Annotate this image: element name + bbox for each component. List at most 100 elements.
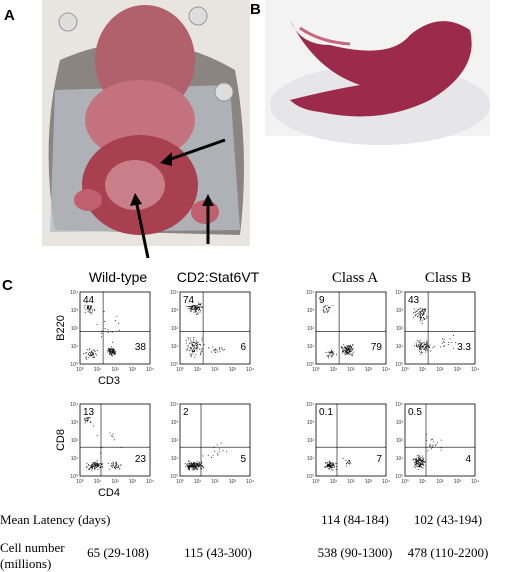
quadrant-bg bbox=[82, 406, 98, 417]
tick-label: 10² bbox=[396, 438, 404, 444]
event-dot bbox=[111, 463, 113, 465]
event-dot bbox=[190, 463, 192, 465]
event-dot bbox=[110, 349, 112, 351]
event-dot bbox=[351, 349, 353, 351]
event-dot bbox=[112, 351, 113, 352]
event-dot bbox=[194, 342, 196, 344]
event-dot bbox=[347, 351, 349, 353]
event-dot bbox=[345, 351, 347, 352]
event-dot bbox=[194, 350, 196, 352]
event-dot bbox=[112, 465, 114, 466]
event-dot bbox=[201, 337, 203, 339]
event-dot bbox=[190, 311, 192, 313]
event-dot bbox=[442, 338, 443, 340]
event-dot bbox=[342, 351, 344, 352]
event-dot bbox=[195, 311, 196, 313]
event-dot bbox=[217, 453, 218, 455]
event-dot bbox=[193, 465, 195, 467]
event-dot bbox=[346, 349, 348, 350]
event-dot bbox=[188, 460, 190, 462]
tick-label: 10³ bbox=[129, 367, 137, 373]
event-dot bbox=[344, 350, 346, 352]
tick-label: 10⁰ bbox=[306, 362, 314, 368]
event-dot bbox=[110, 348, 112, 350]
event-dot bbox=[94, 351, 96, 352]
event-dot bbox=[101, 330, 103, 332]
event-dot bbox=[97, 468, 99, 470]
event-dot bbox=[90, 305, 92, 307]
event-dot bbox=[347, 461, 348, 463]
event-dot bbox=[87, 420, 89, 421]
event-dot bbox=[420, 314, 422, 316]
event-dot bbox=[215, 349, 217, 351]
event-dot bbox=[422, 311, 424, 313]
event-dot bbox=[329, 353, 331, 355]
event-dot bbox=[420, 460, 422, 462]
event-dot bbox=[197, 465, 199, 467]
event-dot bbox=[421, 349, 423, 351]
event-dot bbox=[193, 464, 195, 465]
event-dot bbox=[195, 348, 197, 350]
event-dot bbox=[213, 348, 215, 350]
event-dot bbox=[92, 351, 94, 353]
event-dot bbox=[414, 466, 416, 468]
event-dot bbox=[96, 324, 98, 326]
event-dot bbox=[418, 454, 420, 456]
event-dot bbox=[421, 323, 423, 324]
event-dot bbox=[96, 462, 98, 464]
event-dot bbox=[418, 312, 420, 314]
event-dot bbox=[195, 462, 197, 464]
event-dot bbox=[349, 460, 351, 462]
event-dot bbox=[328, 355, 330, 357]
event-dot bbox=[419, 456, 421, 458]
event-dot bbox=[345, 348, 347, 350]
event-dot bbox=[415, 457, 417, 459]
event-dot bbox=[224, 348, 226, 350]
event-dot bbox=[350, 350, 351, 352]
event-dot bbox=[110, 351, 112, 352]
event-dot bbox=[348, 351, 350, 353]
event-dot bbox=[192, 463, 193, 465]
event-dot bbox=[103, 321, 105, 322]
event-dot bbox=[111, 465, 113, 466]
event-dot bbox=[329, 351, 331, 353]
event-dot bbox=[115, 350, 117, 352]
event-dot bbox=[193, 468, 195, 470]
event-dot bbox=[191, 309, 193, 311]
event-dot bbox=[326, 308, 327, 310]
event-dot bbox=[112, 348, 114, 350]
event-dot bbox=[193, 461, 195, 463]
event-dot bbox=[346, 347, 348, 349]
event-dot bbox=[111, 355, 113, 357]
event-dot bbox=[96, 464, 98, 466]
event-dot bbox=[120, 464, 122, 466]
event-dot bbox=[348, 351, 350, 352]
event-dot bbox=[216, 351, 218, 353]
event-dot bbox=[87, 418, 89, 420]
event-dot bbox=[196, 305, 198, 307]
event-dot bbox=[420, 319, 422, 321]
event-dot bbox=[83, 352, 85, 354]
event-dot bbox=[417, 455, 419, 457]
event-dot bbox=[421, 345, 422, 347]
event-dot bbox=[202, 466, 204, 468]
event-dot bbox=[419, 465, 421, 467]
event-dot bbox=[191, 462, 192, 463]
event-dot bbox=[101, 333, 103, 334]
event-dot bbox=[91, 350, 93, 352]
event-dot bbox=[112, 463, 114, 465]
event-dot bbox=[327, 351, 329, 353]
event-dot bbox=[194, 351, 196, 353]
event-dot bbox=[191, 306, 192, 308]
quadrant-value: 0.5 bbox=[408, 407, 422, 418]
event-dot bbox=[422, 346, 423, 347]
event-dot bbox=[419, 320, 421, 322]
quadrant-bg bbox=[82, 294, 98, 305]
event-dot bbox=[335, 462, 337, 464]
event-dot bbox=[199, 465, 201, 467]
event-dot bbox=[421, 308, 423, 310]
event-dot bbox=[90, 467, 92, 469]
event-dot bbox=[350, 344, 351, 346]
event-dot bbox=[417, 465, 418, 467]
